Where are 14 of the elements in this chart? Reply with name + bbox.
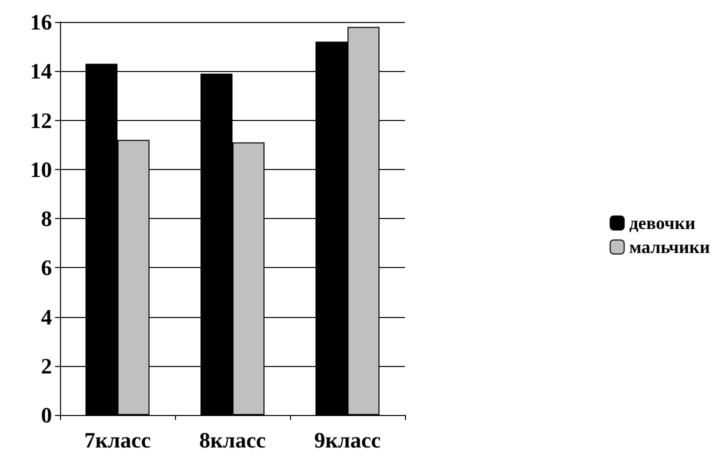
x-tick-label: 9класс	[314, 428, 381, 452]
y-tick-label: 2	[41, 353, 52, 378]
y-tick-label: 10	[30, 156, 52, 182]
x-tick-label: 7класс	[84, 428, 151, 452]
y-tick-label: 14	[30, 58, 52, 84]
legend-label: мальчики	[629, 237, 710, 257]
y-tick-label: 4	[41, 304, 52, 330]
x-tick-label: 8класс	[199, 428, 266, 452]
y-tick-label: 0	[41, 402, 52, 428]
y-tick-label: 12	[30, 108, 52, 133]
y-tick-label: 16	[30, 10, 52, 34]
legend-label: девочки	[629, 213, 696, 233]
y-tick-label: 6	[41, 255, 52, 280]
y-tick-label: 8	[41, 206, 52, 231]
